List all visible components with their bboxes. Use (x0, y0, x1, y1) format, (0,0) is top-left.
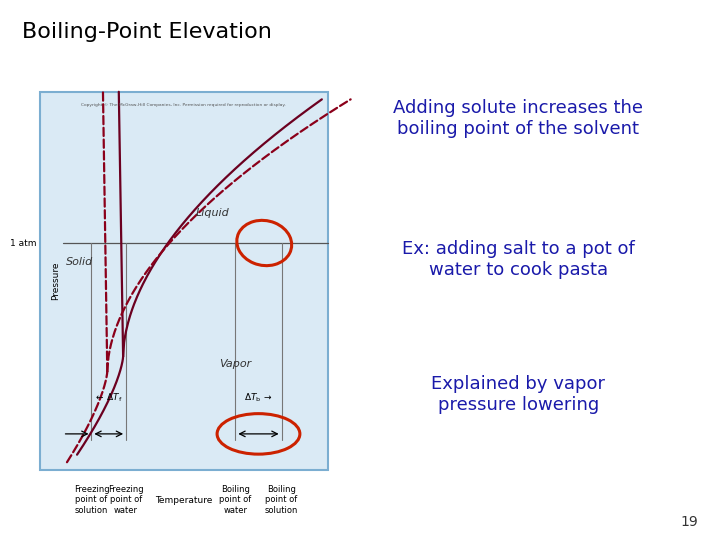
Text: Boiling-Point Elevation: Boiling-Point Elevation (22, 22, 271, 42)
Text: Explained by vapor
pressure lowering: Explained by vapor pressure lowering (431, 375, 606, 414)
Text: Freezing
point of
solution: Freezing point of solution (73, 485, 109, 515)
Text: $\Delta T_\mathrm{b}\,\rightarrow$: $\Delta T_\mathrm{b}\,\rightarrow$ (244, 391, 273, 404)
Text: 19: 19 (680, 515, 698, 529)
FancyBboxPatch shape (40, 92, 328, 470)
Text: Vapor: Vapor (220, 359, 251, 369)
Text: Liquid: Liquid (196, 208, 229, 218)
Text: Freezing
point of
water: Freezing point of water (108, 485, 144, 515)
Text: Temperature: Temperature (155, 496, 212, 505)
Text: 1 atm: 1 atm (9, 239, 36, 247)
Text: Boiling
point of
water: Boiling point of water (220, 485, 251, 515)
Text: Adding solute increases the
boiling point of the solvent: Adding solute increases the boiling poin… (393, 99, 644, 138)
Text: Solid: Solid (66, 257, 94, 267)
Text: Boiling
point of
solution: Boiling point of solution (265, 485, 298, 515)
Text: Pressure: Pressure (51, 261, 60, 300)
Text: Ex: adding salt to a pot of
water to cook pasta: Ex: adding salt to a pot of water to coo… (402, 240, 635, 279)
Text: $\leftarrow\,\Delta T_\mathrm{f}$: $\leftarrow\,\Delta T_\mathrm{f}$ (94, 391, 123, 404)
Text: Copyright © The McGraw-Hill Companies, Inc. Permission required for reproduction: Copyright © The McGraw-Hill Companies, I… (81, 103, 286, 107)
